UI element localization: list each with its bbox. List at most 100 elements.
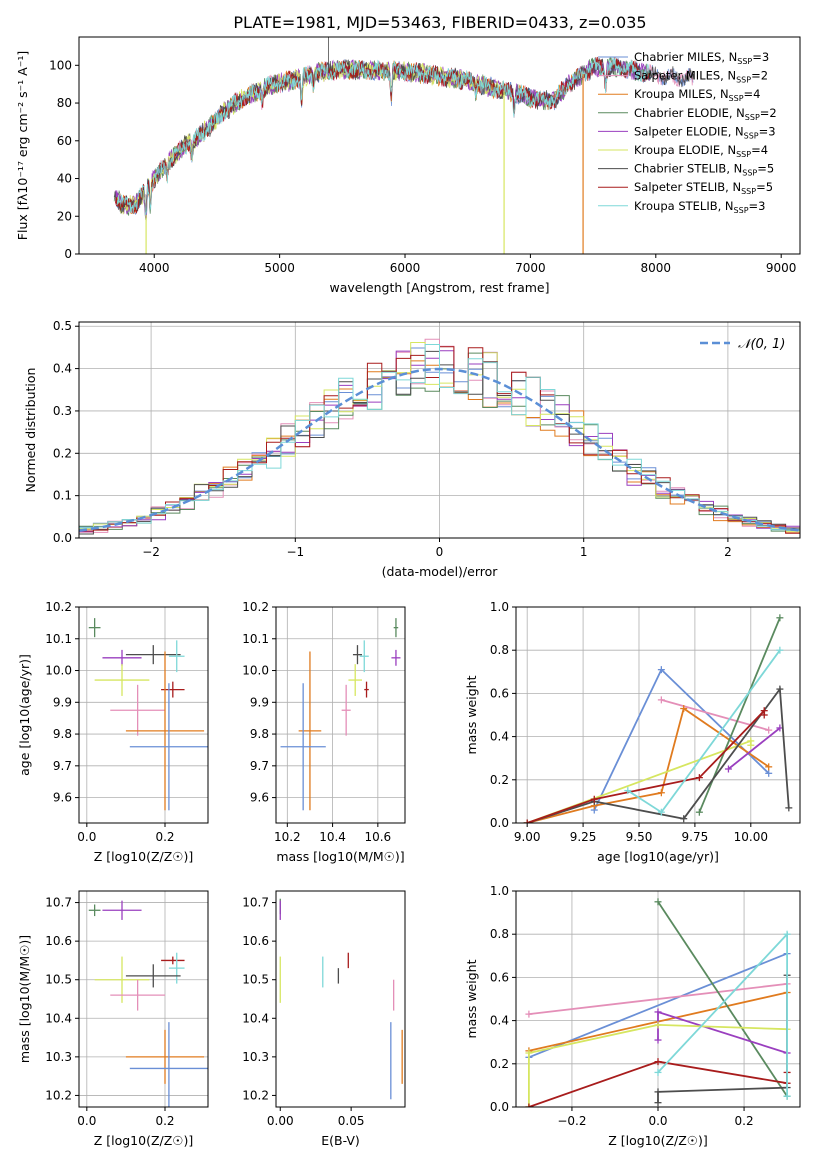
series-marker-salpeter_elodie [654, 1008, 662, 1016]
series-marker-kroupa_stelib [783, 1092, 791, 1100]
y-tick-label: 10.0 [45, 664, 72, 678]
legend-entry-chabrier_stelib: Chabrier STELIB, NSSP=5 [634, 162, 774, 178]
y-tick-label: 0.5 [53, 319, 72, 333]
x-tick-label: 0.2 [735, 1114, 754, 1128]
y-tick-label: 0.2 [53, 446, 72, 460]
y-tick-label: 9.7 [53, 759, 72, 773]
y-tick-label: 10.2 [45, 1088, 72, 1102]
series-line-chabrier_elodie [657, 901, 788, 1097]
y-tick-label: 10.6 [45, 934, 72, 948]
x-tick-label: 0.00 [267, 1114, 294, 1128]
series-marker-salpeter_stelib [695, 774, 703, 782]
figure-title: PLATE=1981, MJD=53463, FIBERID=0433, z=0… [233, 13, 646, 32]
y-tick-label: 80 [57, 96, 72, 110]
series-line-salpeter_elodie [657, 1010, 788, 1054]
x-tick-label: 0.0 [77, 830, 96, 844]
legend-entry-salpeter_elodie: Salpeter ELODIE, NSSP=3 [634, 124, 776, 140]
x-axis-label: wavelength [Angstrom, rest frame] [329, 280, 549, 295]
errorbar-salpeter_miles [110, 684, 165, 736]
x-axis-label: age [log10(age/yr)] [597, 849, 719, 864]
errorbar-salpeter_miles [341, 684, 351, 736]
x-tick-label: 0.2 [155, 1114, 174, 1128]
series-marker-chabrier_miles [765, 769, 773, 777]
plot-area [79, 338, 800, 538]
y-tick-label: 10.2 [45, 600, 72, 614]
axes-frame [275, 606, 406, 824]
x-tick-label: −1 [286, 545, 304, 559]
errorbar-kroupa_miles [125, 1029, 205, 1084]
errorbar-chabrier_stelib [125, 964, 181, 988]
x-tick-label: 9.00 [514, 830, 541, 844]
y-tick-label: 9.8 [250, 727, 269, 741]
series-marker-kroupa_stelib [776, 646, 784, 654]
series-marker-salpeter_stelib [525, 1103, 533, 1107]
x-tick-label: 0.05 [338, 1114, 365, 1128]
series-marker-salpeter_stelib [523, 819, 531, 823]
x-axis-label: E(B-V) [321, 1133, 360, 1148]
errorbar-kroupa_elodie [94, 956, 150, 1003]
errorbar-kroupa_miles [298, 651, 322, 811]
y-tick-label: 0.4 [53, 362, 72, 376]
y-tick-label: 10.5 [242, 973, 269, 987]
legend-entry-kroupa_miles: Kroupa MILES, NSSP=4 [634, 87, 760, 103]
histogram-kroupa_stelib [79, 344, 800, 538]
x-axis-label: Z [log10(Z/Z☉)] [94, 1133, 194, 1148]
plot-area [523, 614, 793, 823]
y-tick-label: 10.4 [242, 1011, 269, 1025]
y-tick-label: 20 [57, 209, 72, 223]
axes-frame [515, 606, 801, 824]
y-tick-label: 0.8 [490, 927, 509, 941]
errorbar-chabrier_miles [280, 683, 326, 811]
errorbar-chabrier_elodie [88, 618, 101, 638]
y-tick-label: 100 [49, 58, 72, 72]
series-line-salpeter_elodie [727, 727, 781, 770]
series-marker-chabrier_elodie [776, 614, 784, 622]
y-tick-label: 0 [64, 247, 72, 261]
y-tick-label: 10.7 [45, 896, 72, 910]
panel-massweight-vs-age: 9.00 9.25 9.50 9.75 10.00 0.0 0.2 0.4 0.6 0.8 1.0 a… [464, 600, 801, 864]
y-tick-label: 10.1 [242, 632, 269, 646]
plot-area [113, 37, 694, 254]
spectrum-line-kroupa_stelib [116, 57, 650, 217]
x-axis-label: mass [log10(M/M☉)] [276, 849, 404, 864]
errorbar-chabrier_miles [129, 683, 208, 811]
grid-lines [79, 891, 208, 1107]
y-tick-label: 0.6 [490, 686, 509, 700]
x-tick-label: 6000 [390, 261, 421, 275]
x-tick-label: 9000 [766, 261, 797, 275]
series-marker-chabrier_stelib [654, 1088, 662, 1096]
x-tick-label: 0 [436, 545, 444, 559]
y-tick-label: 1.0 [490, 884, 509, 898]
series-line-chabrier_elodie [698, 617, 781, 813]
series-marker-salpeter_elodie [724, 765, 732, 773]
y-tick-label: 0.4 [490, 730, 509, 744]
legend-entry-chabrier_miles: Chabrier MILES, NSSP=3 [634, 50, 769, 66]
series-marker-chabrier_elodie [695, 808, 703, 816]
legend-entry-salpeter_stelib: Salpeter STELIB, NSSP=5 [634, 180, 773, 196]
errorbar-salpeter_stelib [364, 681, 369, 698]
errorbar-salpeter_elodie [102, 900, 142, 920]
panel-residual-histogram: −2 −1 0 1 2 0.0 0.1 0.2 0.3 0.4 0.5 (data-model)/er… [23, 319, 801, 579]
y-axis-label: Normed distribution [23, 368, 38, 493]
x-axis-label: Z [log10(Z/Z☉)] [608, 1133, 708, 1148]
errorbar-kroupa_elodie [348, 664, 362, 696]
errorbar-kroupa_stelib [359, 640, 369, 673]
series-marker-salpeter_stelib [654, 1058, 662, 1066]
y-tick-label: 10.7 [242, 896, 269, 910]
y-tick-label: 10.5 [45, 973, 72, 987]
series-marker-kroupa_stelib [783, 930, 791, 938]
axes-frame [78, 36, 801, 255]
errorbar-chabrier_miles [129, 1022, 208, 1107]
y-tick-label: 9.7 [250, 759, 269, 773]
axes-frame [78, 606, 209, 824]
series-line-kroupa_elodie [528, 1023, 788, 1107]
y-tick-label: 10.6 [242, 934, 269, 948]
errorbar-chabrier_stelib [125, 645, 181, 665]
errorbar-chabrier_elodie [393, 618, 399, 638]
series-line-chabrier_stelib [657, 975, 788, 1103]
legend-entry-kroupa_stelib: Kroupa STELIB, NSSP=3 [634, 199, 765, 215]
y-tick-label: 10.0 [242, 664, 269, 678]
errorbar-salpeter_elodie [391, 649, 401, 666]
y-tick-label: 40 [57, 172, 72, 186]
y-axis-label: mass [log10(M/M☉)] [17, 935, 32, 1063]
